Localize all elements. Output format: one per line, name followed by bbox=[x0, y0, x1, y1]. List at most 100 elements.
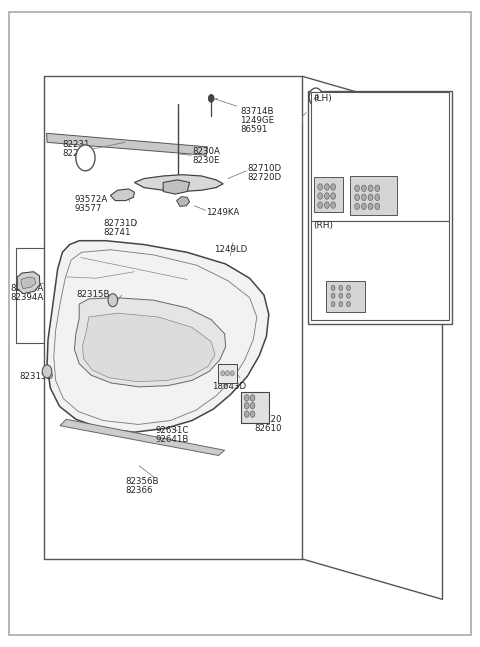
Circle shape bbox=[324, 202, 329, 208]
Text: 93570B: 93570B bbox=[363, 190, 396, 199]
Circle shape bbox=[375, 203, 380, 210]
Text: (RH): (RH) bbox=[328, 269, 348, 278]
Circle shape bbox=[318, 202, 323, 208]
Bar bbox=[241, 392, 269, 423]
Circle shape bbox=[309, 88, 323, 106]
Text: (LH): (LH) bbox=[313, 94, 332, 103]
Circle shape bbox=[355, 185, 360, 192]
Circle shape bbox=[244, 402, 249, 409]
Text: 93577: 93577 bbox=[74, 204, 102, 213]
Text: 82301: 82301 bbox=[307, 103, 335, 112]
Text: 8230A: 8230A bbox=[192, 147, 220, 156]
Circle shape bbox=[221, 371, 225, 376]
Circle shape bbox=[339, 302, 343, 307]
Text: 8230E: 8230E bbox=[192, 156, 219, 165]
Circle shape bbox=[230, 371, 234, 376]
Circle shape bbox=[250, 411, 255, 417]
Circle shape bbox=[331, 302, 335, 307]
Text: 82394A: 82394A bbox=[11, 293, 44, 302]
Text: 82720D: 82720D bbox=[247, 173, 281, 182]
Circle shape bbox=[250, 402, 255, 409]
Text: 82710D: 82710D bbox=[247, 164, 281, 173]
Text: 82610: 82610 bbox=[254, 424, 282, 433]
Bar bbox=[314, 177, 343, 212]
Text: 82315B: 82315B bbox=[77, 290, 110, 299]
Polygon shape bbox=[60, 419, 225, 455]
Text: 83714B: 83714B bbox=[240, 107, 274, 116]
Polygon shape bbox=[17, 272, 40, 294]
Circle shape bbox=[355, 203, 360, 210]
Circle shape bbox=[318, 184, 323, 190]
Text: (LH): (LH) bbox=[328, 193, 346, 203]
Text: 82620: 82620 bbox=[254, 415, 282, 424]
Bar bbox=[218, 364, 237, 383]
Polygon shape bbox=[83, 313, 215, 382]
Polygon shape bbox=[163, 180, 190, 194]
Text: 86591: 86591 bbox=[240, 125, 267, 134]
Text: 92641B: 92641B bbox=[156, 435, 190, 444]
Circle shape bbox=[331, 293, 335, 298]
Text: 93575B: 93575B bbox=[336, 281, 370, 291]
Circle shape bbox=[108, 294, 118, 307]
Bar bbox=[311, 221, 449, 320]
Text: 82356B: 82356B bbox=[126, 477, 159, 486]
Bar bbox=[326, 281, 365, 312]
Text: 1249GE: 1249GE bbox=[240, 116, 274, 125]
Circle shape bbox=[375, 185, 380, 192]
Text: 82315D: 82315D bbox=[19, 372, 53, 381]
Circle shape bbox=[324, 193, 329, 199]
Circle shape bbox=[361, 194, 366, 201]
Circle shape bbox=[331, 202, 336, 208]
Text: 18643D: 18643D bbox=[212, 382, 246, 391]
Circle shape bbox=[244, 395, 249, 401]
Polygon shape bbox=[177, 197, 190, 206]
Polygon shape bbox=[21, 277, 36, 289]
Circle shape bbox=[208, 94, 214, 102]
Polygon shape bbox=[47, 241, 269, 432]
Circle shape bbox=[347, 285, 350, 291]
Text: 93572A: 93572A bbox=[74, 195, 108, 204]
Text: a: a bbox=[83, 153, 88, 162]
Text: a: a bbox=[313, 93, 318, 102]
Circle shape bbox=[368, 185, 373, 192]
Circle shape bbox=[339, 293, 343, 298]
Text: 82393A: 82393A bbox=[11, 284, 44, 293]
Text: (RH): (RH) bbox=[313, 221, 334, 230]
Circle shape bbox=[226, 371, 229, 376]
Circle shape bbox=[250, 395, 255, 401]
Circle shape bbox=[361, 203, 366, 210]
Circle shape bbox=[375, 194, 380, 201]
Polygon shape bbox=[47, 133, 207, 155]
Circle shape bbox=[347, 293, 350, 298]
Circle shape bbox=[347, 302, 350, 307]
Bar bbox=[350, 176, 397, 215]
Text: 82731D: 82731D bbox=[103, 219, 137, 228]
Text: 82366: 82366 bbox=[126, 486, 153, 495]
Text: 93530: 93530 bbox=[323, 222, 350, 231]
Circle shape bbox=[361, 185, 366, 192]
Text: 1249KA: 1249KA bbox=[206, 208, 240, 217]
Polygon shape bbox=[74, 298, 226, 387]
Text: 82741: 82741 bbox=[103, 228, 131, 237]
Circle shape bbox=[368, 194, 373, 201]
Text: 1249LD: 1249LD bbox=[214, 245, 247, 254]
Text: 82241: 82241 bbox=[62, 149, 90, 159]
Bar bbox=[308, 91, 452, 324]
Text: 82302: 82302 bbox=[307, 112, 335, 121]
Circle shape bbox=[331, 184, 336, 190]
Bar bbox=[311, 92, 449, 221]
Circle shape bbox=[42, 365, 52, 378]
Polygon shape bbox=[134, 175, 223, 192]
Circle shape bbox=[331, 193, 336, 199]
Text: 92631C: 92631C bbox=[156, 426, 190, 435]
Polygon shape bbox=[110, 189, 134, 201]
Circle shape bbox=[318, 193, 323, 199]
Circle shape bbox=[368, 203, 373, 210]
Circle shape bbox=[244, 411, 249, 417]
Circle shape bbox=[331, 285, 335, 291]
Circle shape bbox=[355, 194, 360, 201]
Circle shape bbox=[76, 145, 95, 171]
Circle shape bbox=[339, 285, 343, 291]
Text: 82231: 82231 bbox=[62, 140, 90, 149]
Circle shape bbox=[324, 184, 329, 190]
